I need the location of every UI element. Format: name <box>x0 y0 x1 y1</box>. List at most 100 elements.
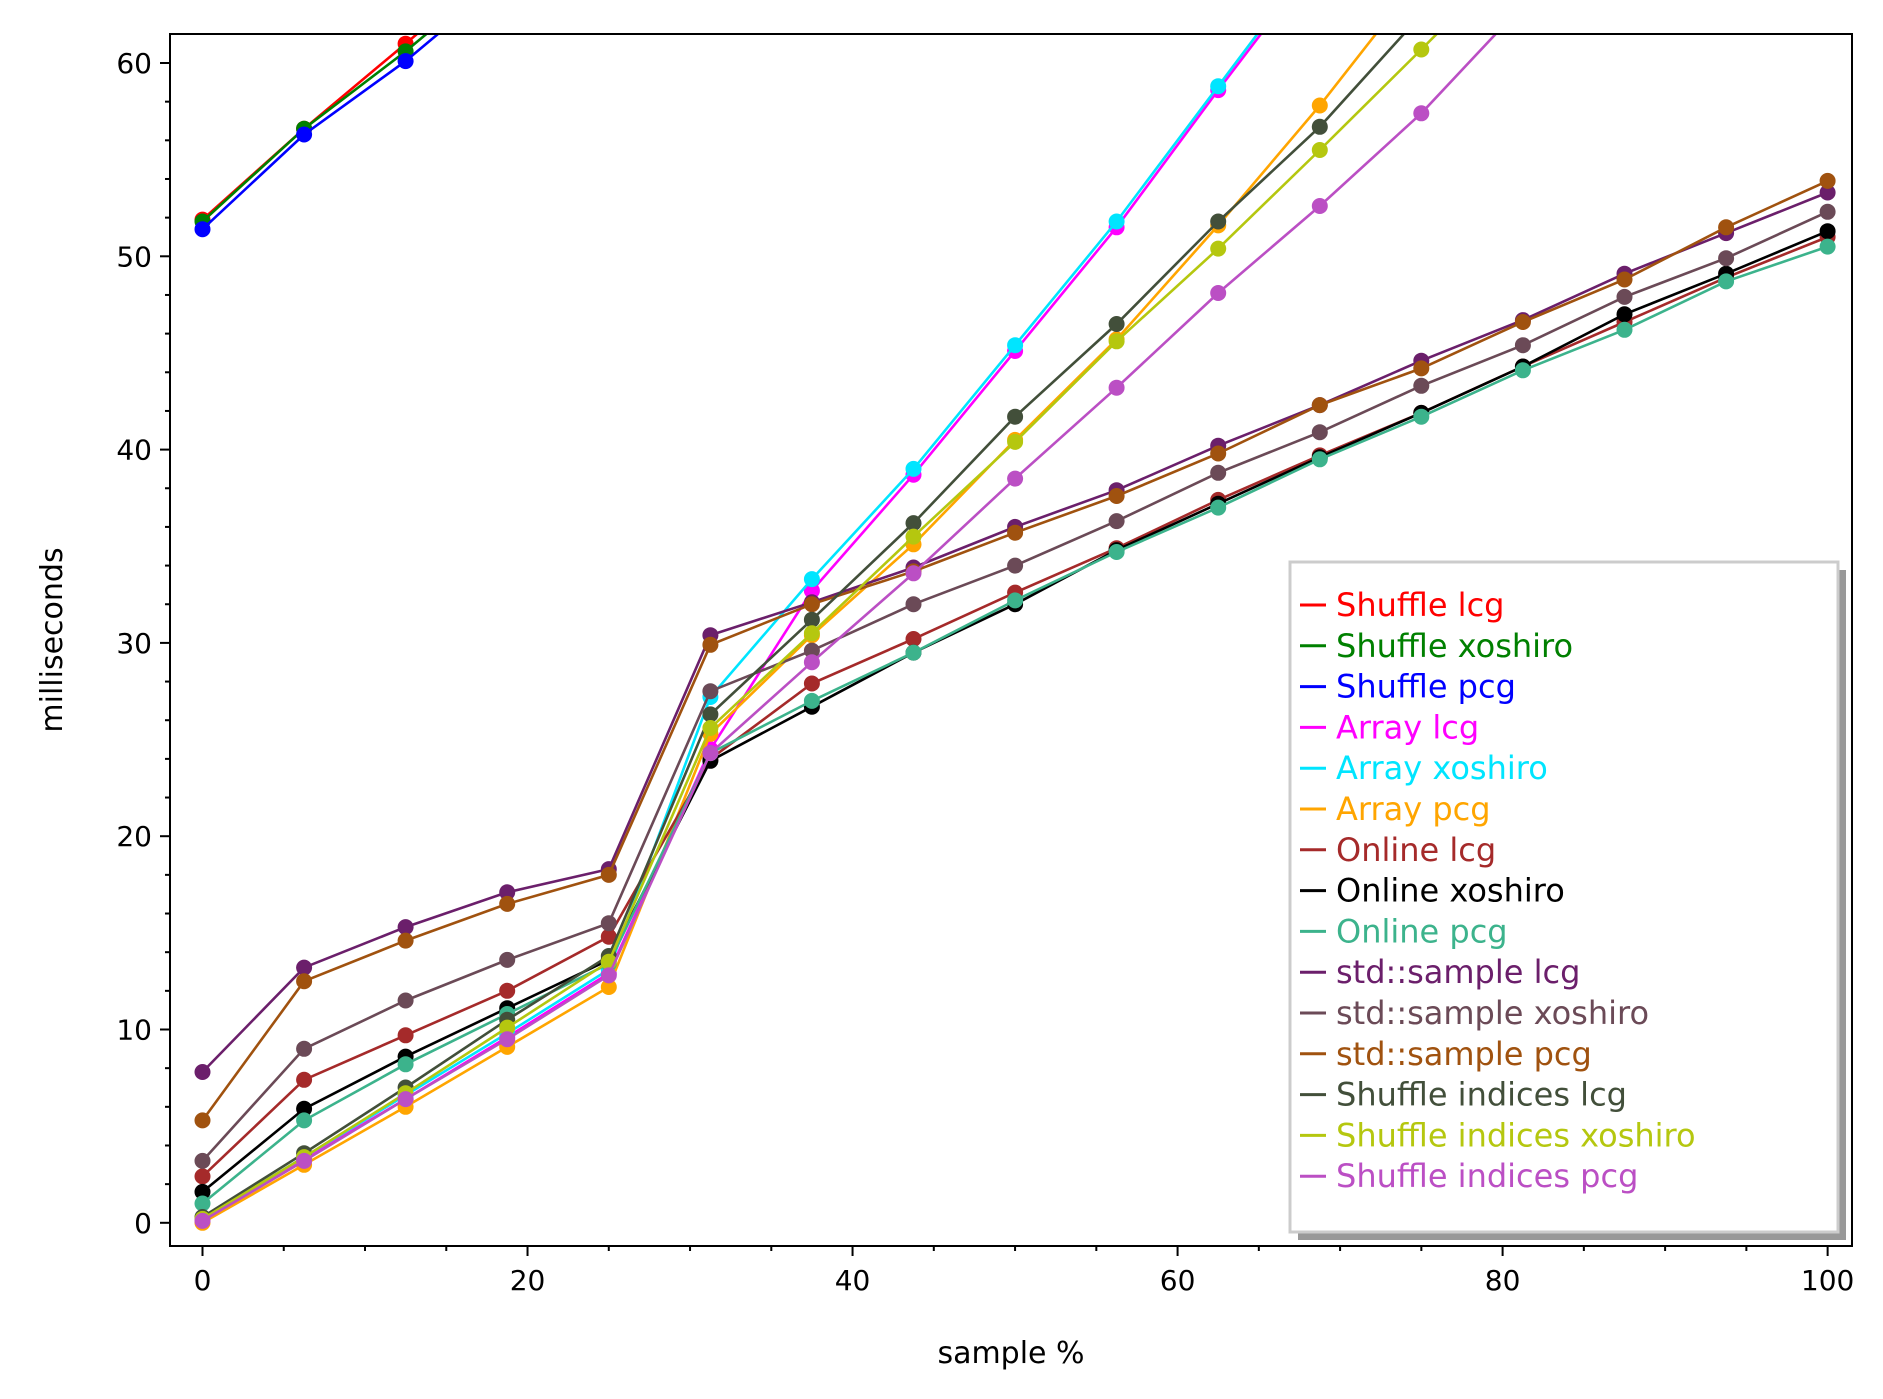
legend-item: Shuffle indices pcg <box>1300 1157 1638 1195</box>
x-axis-label: sample % <box>937 1336 1084 1371</box>
data-point <box>1718 219 1735 236</box>
series-10 <box>194 203 1836 1169</box>
data-point <box>600 866 617 883</box>
legend-item: Shuffle pcg <box>1300 668 1516 706</box>
data-point <box>1718 273 1735 290</box>
data-point <box>1616 288 1633 305</box>
data-point <box>1413 360 1430 377</box>
data-point <box>397 1091 414 1108</box>
data-point <box>905 644 922 661</box>
data-point <box>296 1112 313 1129</box>
data-point <box>1819 203 1836 220</box>
legend-label: Shuffle xoshiro <box>1336 627 1573 665</box>
data-point <box>1210 445 1227 462</box>
data-point <box>1210 499 1227 516</box>
data-point <box>194 1152 211 1169</box>
data-point <box>702 720 719 736</box>
x-axis: 0 20 40 60 80 100 <box>194 1246 1854 1297</box>
data-point <box>803 675 820 692</box>
x-tick-label: 80 <box>1485 1264 1521 1297</box>
data-point <box>702 683 719 700</box>
data-point <box>905 631 922 647</box>
data-point <box>1108 333 1125 350</box>
data-point <box>905 460 922 477</box>
data-point <box>296 959 313 976</box>
data-point <box>296 973 313 990</box>
legend-item: Online pcg <box>1300 912 1508 950</box>
data-point <box>194 221 211 238</box>
series-11 <box>194 172 1836 1129</box>
legend-label: Array xoshiro <box>1336 749 1548 787</box>
data-point <box>1311 118 1328 135</box>
data-point <box>600 915 617 932</box>
series-14 <box>194 34 1498 1229</box>
data-point <box>499 1019 516 1036</box>
legend-item: Online lcg <box>1300 831 1496 869</box>
data-point <box>1819 238 1836 255</box>
data-point <box>397 53 414 70</box>
legend-item: Shuffle indices xoshiro <box>1300 1116 1696 1154</box>
legend-label: Online lcg <box>1336 831 1496 869</box>
data-point <box>499 982 516 999</box>
data-point <box>194 1064 211 1080</box>
legend-item: Array pcg <box>1300 790 1491 828</box>
legend-label: Shuffle indices lcg <box>1336 1076 1627 1114</box>
x-tick-label: 60 <box>1160 1264 1196 1297</box>
data-point <box>1819 172 1836 189</box>
data-point <box>1311 424 1328 441</box>
legend-item: std::sample lcg <box>1300 953 1580 991</box>
data-point <box>1311 97 1328 114</box>
legend-item: Shuffle indices lcg <box>1300 1076 1627 1114</box>
data-point <box>803 625 820 642</box>
legend-label: std::sample xoshiro <box>1336 994 1649 1032</box>
legend-label: Shuffle indices xoshiro <box>1336 1116 1696 1154</box>
legend-label: Shuffle lcg <box>1336 586 1504 624</box>
data-point <box>702 636 719 653</box>
data-point <box>1007 524 1024 541</box>
legend-label: Shuffle indices pcg <box>1336 1157 1638 1195</box>
data-point <box>1210 285 1227 301</box>
data-point <box>296 1071 313 1088</box>
data-point <box>1108 379 1125 396</box>
data-point <box>600 928 617 945</box>
data-point <box>905 596 922 613</box>
data-point <box>1007 557 1024 574</box>
data-point <box>296 126 313 143</box>
data-point <box>1311 451 1328 468</box>
legend-label: std::sample lcg <box>1336 953 1580 991</box>
data-point <box>296 1100 313 1117</box>
plot-frame <box>169 33 1853 1247</box>
data-point <box>1007 470 1024 487</box>
x-tick-label: 20 <box>510 1264 546 1297</box>
data-point <box>1718 250 1735 267</box>
data-point <box>397 1027 414 1044</box>
legend-label: Online pcg <box>1336 912 1508 950</box>
data-point <box>397 919 414 936</box>
x-tick-label: 40 <box>835 1264 871 1297</box>
data-point <box>1210 240 1227 257</box>
data-point <box>296 1152 313 1169</box>
legend-item: Array lcg <box>1300 708 1479 746</box>
data-point <box>1616 321 1633 338</box>
y-tick-label: 20 <box>116 820 152 853</box>
data-point <box>194 1183 211 1200</box>
data-point <box>1108 316 1125 332</box>
data-point <box>1311 142 1328 158</box>
data-point <box>803 654 820 671</box>
data-point <box>803 571 820 588</box>
legend-item: Shuffle lcg <box>1300 586 1504 624</box>
data-point <box>397 932 414 949</box>
data-point <box>1108 488 1125 504</box>
data-point <box>499 1031 516 1048</box>
data-point <box>1007 337 1024 354</box>
legend-label: Shuffle pcg <box>1336 668 1516 706</box>
y-tick-label: 60 <box>116 47 152 80</box>
data-point <box>397 1056 414 1073</box>
data-point <box>803 611 820 628</box>
data-point <box>1616 306 1633 323</box>
data-point <box>1616 271 1633 288</box>
data-point <box>702 706 719 723</box>
series-2 <box>194 34 440 238</box>
legend-box <box>1288 560 1840 1234</box>
